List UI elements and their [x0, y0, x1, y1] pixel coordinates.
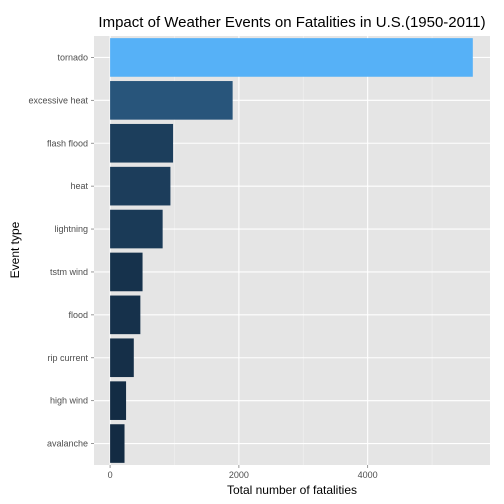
bar-excessive-heat [110, 81, 233, 120]
y-tick-label: flood [68, 310, 88, 320]
x-tick-label: 0 [108, 470, 113, 480]
bar-avalanche [110, 424, 125, 463]
y-tick-label: tstm wind [50, 267, 88, 277]
bar-tornado [110, 38, 473, 77]
y-tick-label: rip current [47, 353, 88, 363]
bar-flash-flood [110, 123, 174, 163]
y-tick-label: lightning [54, 224, 88, 234]
y-tick-label: flash flood [47, 138, 88, 148]
y-tick-label: excessive heat [28, 95, 88, 105]
bars [110, 38, 473, 463]
bar-rip-current [110, 338, 134, 378]
y-axis-title: Event type [8, 221, 22, 278]
bar-high-wind [110, 381, 127, 420]
y-tick-label: heat [70, 181, 88, 191]
y-tick-labels: tornado excessive heat flash flood heat ligh… [28, 52, 94, 449]
bar-tstm-wind [110, 252, 143, 292]
x-tick-label: 4000 [358, 470, 378, 480]
x-tick-labels: 0 2000 4000 [108, 465, 378, 480]
y-tick-label: high wind [50, 396, 88, 406]
bar-lightning [110, 209, 163, 249]
chart-title: Impact of Weather Events on Fatalities i… [98, 14, 485, 31]
bar-flood [110, 295, 141, 335]
y-tick-label: avalanche [47, 439, 88, 449]
x-tick-label: 2000 [229, 470, 249, 480]
bar-heat [110, 166, 171, 206]
y-tick-label: tornado [57, 52, 88, 62]
x-axis-title: Total number of fatalities [227, 483, 357, 497]
